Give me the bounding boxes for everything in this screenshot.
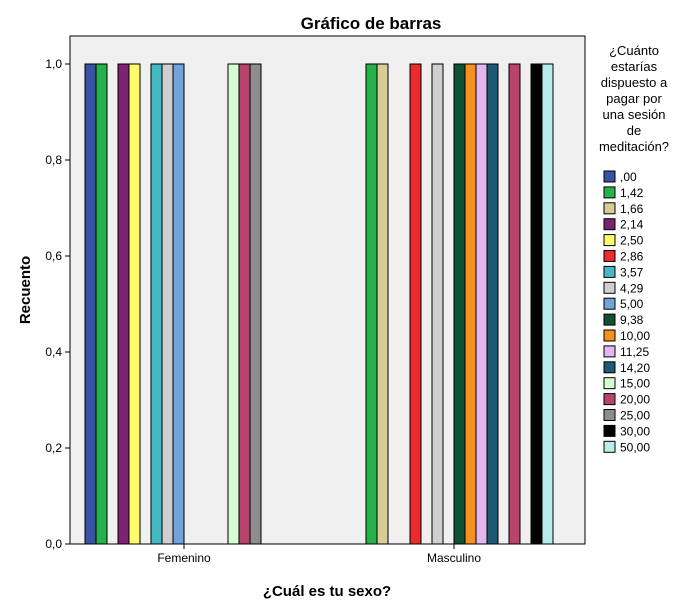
legend-title-line: una sesión [603,107,666,122]
legend-swatch [603,297,616,310]
legend-label: 2,14 [620,218,644,232]
bar-femenino-6 [150,63,163,545]
legend-title-line: dispuesto a [601,75,668,90]
bar-masculino-10 [464,63,477,545]
legend-label: 3,57 [620,265,644,279]
legend-title-line: ¿Cuánto [609,43,659,58]
bar-masculino-9 [453,63,466,545]
x-tick-label: Femenino [157,551,211,565]
legend-label: 50,00 [620,440,650,454]
bar-femenino-8 [172,63,185,545]
legend-label: 30,00 [620,424,650,438]
legend-label: 2,50 [620,234,644,248]
bar-masculino-5 [409,63,422,545]
legend-swatch [603,202,616,215]
legend-swatch [603,377,616,390]
legend-label: 5,00 [620,297,644,311]
bar-femenino-0 [84,63,97,545]
bar-masculino-11 [475,63,488,545]
legend-swatch [603,250,616,262]
bar-femenino-7 [161,63,174,545]
bar-femenino-3 [117,63,130,545]
legend-label: 9,38 [620,313,644,327]
legend-title-line: de [627,123,641,138]
legend-swatch [603,329,616,342]
bar-femenino-4 [128,63,141,545]
y-tick-label: 0,8 [45,153,62,167]
legend-label: 15,00 [620,377,650,391]
legend-label: 20,00 [620,393,650,407]
legend-swatch [603,265,616,278]
y-tick-label: 0,2 [45,441,62,455]
legend-swatch [603,361,616,374]
y-axis: 0,0 0,2 0,4 0,6 0,8 1,0 [45,36,71,551]
legend-label: 1,42 [620,186,644,200]
legend-swatch [603,218,616,231]
y-tick-label: 0,6 [45,249,62,263]
bar-masculino-16 [530,63,543,545]
legend-title-line: estarías [611,59,658,74]
legend-swatch [603,313,616,326]
bar-masculino-12 [486,63,499,545]
chart-title: Gráfico de barras [301,14,442,33]
y-tick-label: 0,0 [45,537,62,551]
legend-label: ,00 [620,170,637,184]
bar-masculino-14 [508,63,521,545]
x-axis: Femenino Masculino [70,543,585,565]
bar-masculino-2 [376,63,389,545]
legend-label: 14,20 [620,361,650,375]
bar-masculino-17 [541,63,554,545]
legend-swatch [603,424,616,437]
y-tick-label: 1,0 [45,57,62,71]
legend-title-line: meditación? [599,139,669,154]
legend-swatch [603,170,616,183]
y-axis-label: Recuento [17,256,34,324]
bar-femenino-15 [249,63,262,545]
legend-label: 10,00 [620,329,650,343]
bar-masculino-1 [365,63,378,545]
bar-femenino-13 [227,63,240,545]
legend-swatch [603,234,616,247]
legend-swatch [603,281,616,294]
legend-swatch [603,393,616,406]
legend-title-line: pagar por [606,91,662,106]
legend-label: 4,29 [620,281,644,295]
x-tick-label: Masculino [427,551,481,565]
legend-swatch [603,409,616,421]
legend-label: 2,86 [620,250,644,264]
legend-label: 1,66 [620,202,644,216]
x-axis-label: ¿Cuál es tu sexo? [263,583,391,600]
y-tick-label: 0,4 [45,345,62,359]
plot-area [69,35,586,545]
legend-swatch [603,345,616,358]
bar-masculino-7 [431,63,444,545]
bar-femenino-1 [95,63,108,545]
legend-swatch [603,186,616,199]
legend-label: 25,00 [620,409,650,423]
legend-label: 11,25 [620,345,649,359]
legend-swatch [603,440,616,453]
bar-femenino-14 [238,63,251,545]
